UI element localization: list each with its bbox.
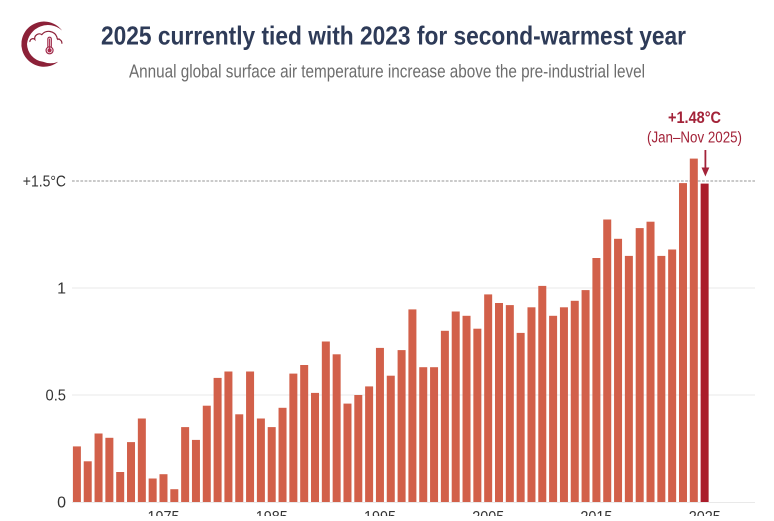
svg-text:2005: 2005 (472, 509, 504, 516)
svg-text:0: 0 (57, 495, 66, 512)
svg-text:1995: 1995 (364, 509, 396, 516)
svg-text:+1.5°C: +1.5°C (23, 174, 66, 191)
svg-text:Annual global surface air temp: Annual global surface air temperature in… (129, 62, 645, 82)
svg-text:1: 1 (57, 281, 66, 298)
svg-text:(Jan–Nov 2025): (Jan–Nov 2025) (647, 129, 742, 146)
svg-text:0.5: 0.5 (46, 388, 67, 405)
svg-text:+1.48°C: +1.48°C (668, 109, 721, 127)
svg-text:2025: 2025 (689, 509, 721, 516)
svg-text:1985: 1985 (256, 509, 288, 516)
svg-text:2015: 2015 (580, 509, 612, 516)
svg-text:1975: 1975 (148, 509, 180, 516)
svg-text:2025 currently tied with 2023: 2025 currently tied with 2023 for second… (101, 21, 686, 51)
